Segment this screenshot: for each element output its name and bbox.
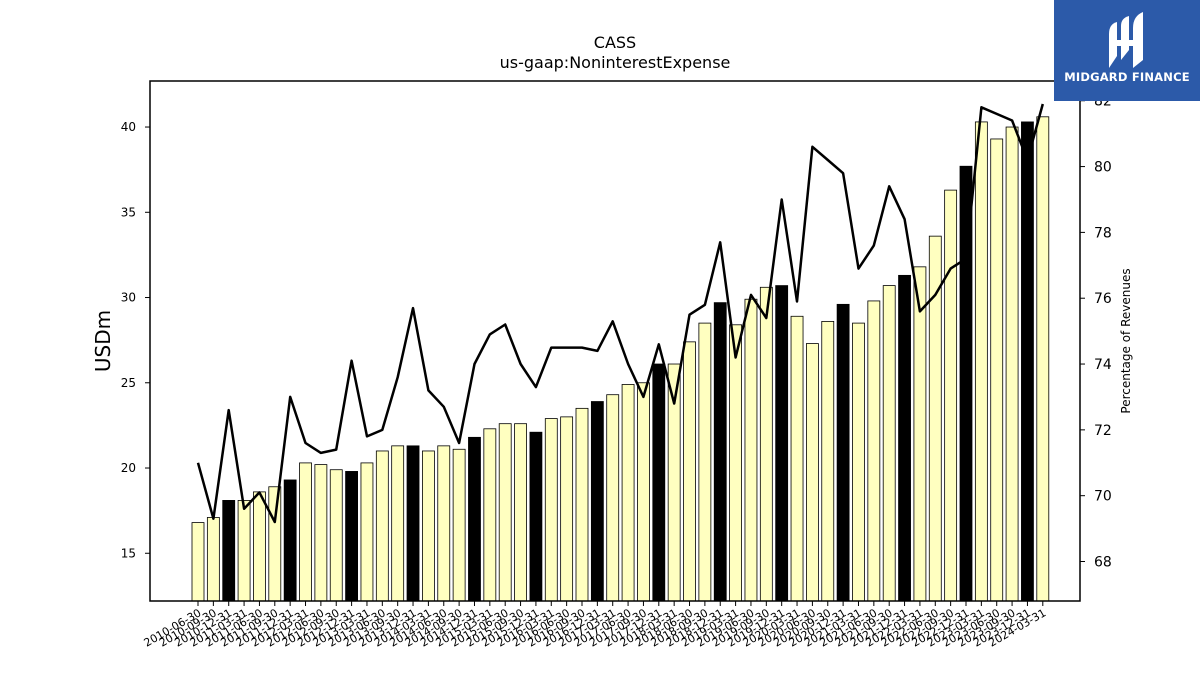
bar (713, 302, 727, 602)
bar (652, 363, 666, 602)
y-tick-label: 20 (121, 461, 136, 475)
bar (206, 517, 220, 602)
y-tick-label: 35 (121, 205, 136, 219)
y-tick-label: 25 (121, 376, 136, 390)
bar (867, 300, 881, 602)
bar (468, 436, 481, 602)
bar (990, 138, 1004, 602)
bar (268, 486, 282, 602)
bar (621, 384, 635, 602)
bar (729, 324, 742, 602)
bar (421, 450, 435, 602)
brand-logo: MIDGARD FINANCE (1054, 0, 1200, 101)
bar (759, 286, 773, 602)
y-tick-label: 40 (121, 120, 136, 134)
bar (360, 462, 374, 602)
bar (345, 471, 359, 602)
bar (191, 522, 205, 602)
bar (498, 423, 512, 602)
bar (836, 303, 850, 602)
bar (821, 320, 835, 602)
y2-tick-label: 70 (1094, 489, 1112, 505)
bar (329, 469, 343, 602)
chart-title: CASS (594, 33, 636, 52)
bar (790, 315, 804, 602)
bar (253, 491, 266, 602)
bar (944, 189, 958, 602)
bar (314, 464, 328, 602)
bar (698, 322, 712, 602)
bar (375, 450, 389, 602)
bar (1005, 126, 1019, 602)
y2-tick-label: 72 (1094, 423, 1112, 439)
y-tick-label: 15 (121, 546, 136, 560)
bar (452, 448, 466, 602)
bar (852, 322, 865, 602)
bar (237, 500, 251, 602)
left-axis: 15 20 25 30 35 40 (121, 120, 150, 560)
bar (544, 418, 558, 602)
bar (775, 285, 789, 602)
bar (606, 394, 620, 602)
logo-mark-icon (1109, 12, 1143, 68)
bar (928, 235, 942, 602)
bar (913, 266, 927, 602)
bar (590, 401, 604, 602)
bar (406, 445, 420, 602)
y2-tick-label: 74 (1094, 357, 1112, 373)
bar (575, 407, 589, 602)
bar (391, 445, 405, 602)
bar (483, 428, 497, 602)
bar (299, 462, 312, 602)
y2-tick-label: 68 (1094, 555, 1112, 571)
bar (437, 445, 451, 602)
bar (514, 423, 527, 602)
bar (974, 121, 988, 602)
bar (959, 165, 973, 602)
bar (898, 274, 911, 602)
bar (744, 298, 758, 602)
bar (683, 341, 696, 602)
x-axis: 2010-06-302010-09-302010-12-312011-03-31… (142, 601, 1048, 650)
y2-tick-label: 80 (1094, 160, 1112, 176)
y2-tick-label: 78 (1094, 225, 1112, 241)
bar (882, 285, 896, 602)
chart-subtitle: us-gaap:NoninterestExpense (500, 53, 731, 72)
percentage-line (196, 103, 1045, 524)
y-axis-label: USDm (91, 310, 115, 372)
y2-axis-label: Percentage of Revenues (1119, 268, 1133, 413)
bar (222, 500, 236, 602)
y2-tick-label: 76 (1094, 291, 1112, 307)
bar (1021, 121, 1034, 602)
logo-text: MIDGARD FINANCE (1064, 70, 1190, 84)
bar (806, 343, 819, 602)
plot-frame (149, 80, 1081, 602)
bar (560, 416, 574, 602)
bar (529, 431, 543, 602)
y-tick-label: 30 (121, 291, 136, 305)
bar (283, 479, 297, 602)
bar-series (191, 116, 1050, 602)
bar (1036, 116, 1050, 602)
bar (637, 382, 650, 602)
